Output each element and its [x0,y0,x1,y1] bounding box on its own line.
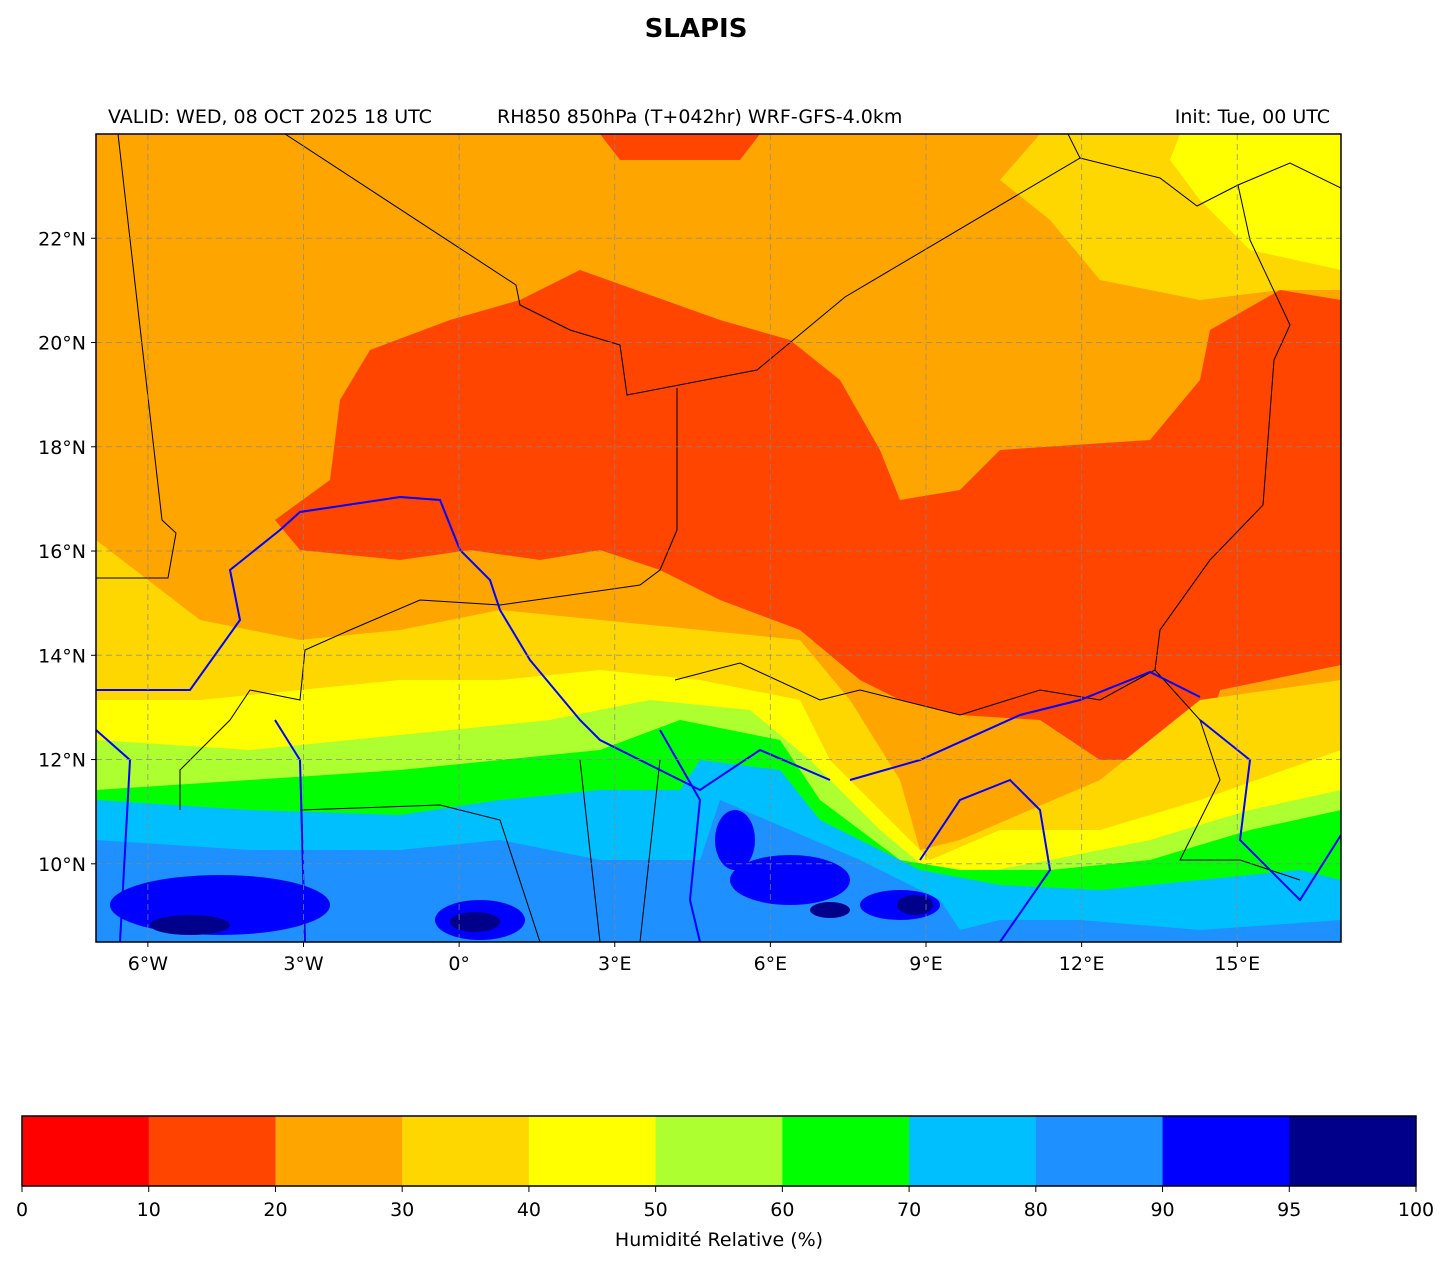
colorbar-tick-label: 50 [644,1199,668,1221]
colorbar-segment [1035,1116,1164,1186]
colorbar-segment [1162,1116,1290,1186]
x-tick-label: 12°E [1059,953,1105,975]
colorbar-segment [909,1116,1037,1186]
colorbar-tick-label: 40 [517,1199,541,1221]
colorbar-tick-label: 70 [897,1199,921,1221]
map-frame [95,133,1342,943]
x-tick-label: 0° [448,953,470,975]
y-tick-label: 18°N [38,437,86,459]
y-tick-label: 20°N [38,333,86,355]
colorbar-tick-label: 80 [1024,1199,1048,1221]
header-center: RH850 850hPa (T+042hr) WRF-GFS-4.0km [497,106,902,128]
x-tick-label: 3°W [283,953,324,975]
colorbar-tick-label: 10 [137,1199,161,1221]
x-tick-label: 6°W [128,953,169,975]
colorbar-segment [655,1116,783,1186]
y-tick-label: 22°N [38,228,86,250]
x-tick-label: 9°E [909,953,943,975]
colorbar-segment [275,1116,403,1186]
colorbar-segment [528,1116,657,1186]
colorbar-tick-label: 90 [1150,1199,1174,1221]
colorbar-tick-label: 0 [16,1199,28,1221]
y-tick-label: 16°N [38,541,86,563]
colorbar-segment [782,1116,910,1186]
colorbar-tick-label: 20 [263,1199,287,1221]
header-right: Init: Tue, 00 UTC [1175,106,1330,128]
colorbar-tick-label: 95 [1277,1199,1301,1221]
colorbar-tick-label: 30 [390,1199,414,1221]
y-tick-label: 12°N [38,750,86,772]
colorbar-segment [1289,1116,1417,1186]
colorbar-tick-label: 100 [1398,1199,1434,1221]
field [96,134,1341,942]
x-tick-label: 6°E [754,953,788,975]
colorbar-label: Humidité Relative (%) [615,1229,823,1251]
colorbar-tick-label: 60 [770,1199,794,1221]
colorbar-segment [148,1116,276,1186]
colorbar-segment [402,1116,530,1186]
title: SLAPIS [645,14,748,44]
colorbar-segment [22,1116,150,1186]
header-left: VALID: WED, 08 OCT 2025 18 UTC [108,106,432,128]
y-tick-label: 14°N [38,645,86,667]
colorbar-frame [21,1115,1417,1187]
grid [96,134,1341,942]
x-tick-label: 3°E [598,953,632,975]
y-tick-label: 10°N [38,854,86,876]
x-tick-label: 15°E [1214,953,1260,975]
